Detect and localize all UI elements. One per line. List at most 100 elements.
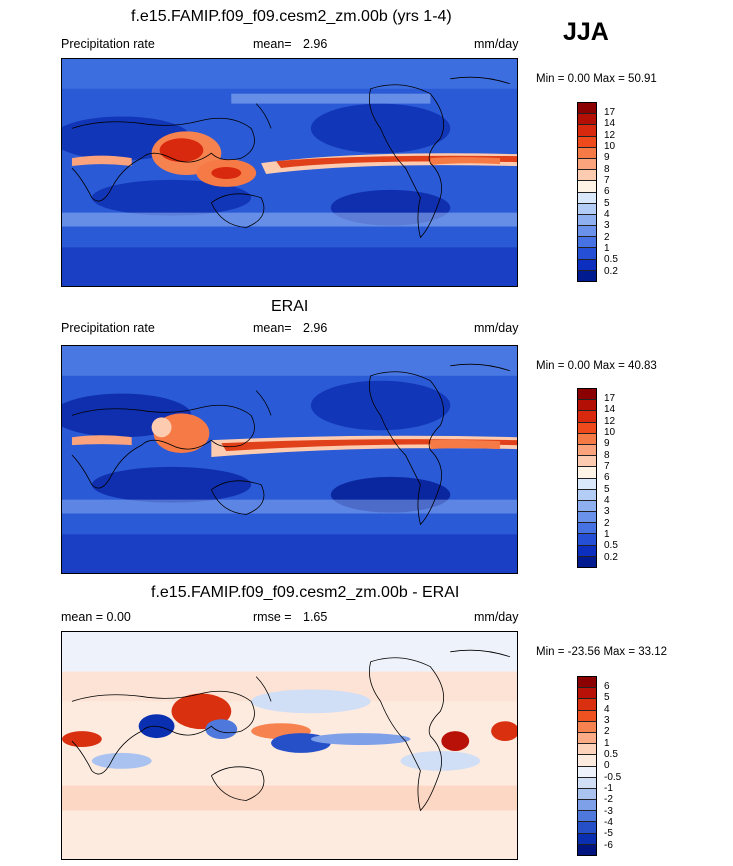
- panel3-colorbar-swatch: [578, 833, 596, 845]
- panel2-map: [61, 345, 518, 574]
- panel3-map: [61, 631, 518, 860]
- panel3-colorbar-swatch: [578, 710, 596, 722]
- panel3-colorbar-swatch: [578, 766, 596, 778]
- panel3-units: mm/day: [474, 610, 519, 624]
- panel2-colorbar-swatch: [578, 389, 596, 401]
- colorbar-tick: 12: [604, 415, 616, 427]
- colorbar-tick: -4: [604, 817, 613, 829]
- panel1-colorbar-swatch: [578, 214, 596, 227]
- panel2-min-max: Min = 0.00 Max = 40.83: [536, 360, 657, 372]
- panel3-colorbar-swatch: [578, 677, 596, 689]
- panel2-units: mm/day: [474, 321, 519, 335]
- colorbar-tick: -1: [604, 783, 613, 795]
- panel2-colorbar-swatch: [578, 456, 596, 468]
- panel1-title: f.e15.FAMIP.f09_f09.cesm2_zm.00b (yrs 1-…: [131, 8, 452, 25]
- colorbar-tick: 3: [604, 220, 610, 232]
- panel1-colorbar-swatch: [578, 136, 596, 148]
- colorbar-tick: 8: [604, 163, 610, 175]
- panel3-colorbar-swatch: [578, 721, 596, 733]
- colorbar-tick: 2: [604, 231, 610, 243]
- colorbar-tick: 12: [604, 129, 616, 141]
- panel2-colorbar-swatch: [578, 422, 596, 434]
- colorbar-tick: 5: [604, 197, 610, 209]
- panel2-colorbar-swatch: [578, 400, 596, 412]
- panel3-title: f.e15.FAMIP.f09_f09.cesm2_zm.00b - ERAI: [151, 584, 460, 601]
- colorbar-tick: 0.5: [604, 749, 618, 761]
- colorbar-tick: 0.2: [604, 265, 618, 277]
- colorbar-tick: 9: [604, 438, 610, 450]
- colorbar-tick: 0.2: [604, 551, 618, 563]
- colorbar-tick: 0.5: [604, 254, 618, 266]
- panel2-colorbar-swatch: [578, 489, 596, 501]
- colorbar-tick: 4: [604, 495, 610, 507]
- panel2-colorbar-ticks: 17 14 12 10 9 8 7 6 5 4 3 2 1 0.5 0.2: [604, 393, 618, 563]
- colorbar-tick: 14: [604, 404, 616, 416]
- panel3-rmse-label: rmse =: [253, 610, 292, 624]
- panel1-colorbar-swatch: [578, 270, 596, 281]
- panel1-variable-label: Precipitation rate: [61, 37, 155, 51]
- colorbar-tick: 2: [604, 517, 610, 529]
- panel2-title: ERAI: [271, 298, 309, 315]
- panel1-min-max: Min = 0.00 Max = 50.91: [536, 73, 657, 85]
- colorbar-tick: -0.5: [604, 771, 622, 783]
- panel1-colorbar: [577, 102, 597, 282]
- panel2-colorbar-swatch: [578, 512, 596, 524]
- panel2-colorbar-swatch: [578, 556, 596, 567]
- panel3-colorbar-swatch: [578, 788, 596, 801]
- panel2-colorbar-swatch: [578, 500, 596, 513]
- colorbar-tick: 0.5: [604, 540, 618, 552]
- season-label: JJA: [563, 18, 609, 46]
- panel2-colorbar-swatch: [578, 411, 596, 423]
- panel3-colorbar-swatch: [578, 800, 596, 812]
- panel1-colorbar-swatch: [578, 192, 596, 204]
- panel1-colorbar-swatch: [578, 103, 596, 115]
- panel1-colorbar-swatch: [578, 114, 596, 126]
- panel3-colorbar-swatch: [578, 755, 596, 767]
- panel1-colorbar-swatch: [578, 237, 596, 249]
- panel2-mean-label: mean=: [253, 321, 292, 335]
- panel1-colorbar-swatch: [578, 158, 596, 171]
- panel3-colorbar-swatch: [578, 744, 596, 756]
- panel2-colorbar: [577, 388, 597, 568]
- panel1-mean-value: 2.96: [303, 37, 328, 51]
- colorbar-tick: 4: [604, 209, 610, 221]
- panel3-colorbar-ticks: 6 5 4 3 2 1 0.5 0 -0.5 -1 -2 -3 -4 -5 -6: [604, 681, 621, 851]
- panel3-colorbar-swatch: [578, 822, 596, 834]
- panel1-mean-label: mean=: [253, 37, 292, 51]
- panel2-colorbar-swatch: [578, 523, 596, 535]
- panel1-colorbar-swatch: [578, 226, 596, 238]
- panel3-colorbar-swatch: [578, 777, 596, 789]
- colorbar-tick: -2: [604, 794, 613, 806]
- colorbar-tick: 17: [604, 107, 616, 118]
- panel1-colorbar-swatch: [578, 170, 596, 182]
- colorbar-tick: 1: [604, 529, 610, 541]
- colorbar-tick: 6: [604, 186, 610, 198]
- panel3-colorbar: [577, 676, 597, 856]
- panel3-colorbar-swatch: [578, 811, 596, 823]
- panel2-colorbar-swatch: [578, 534, 596, 546]
- colorbar-tick: 10: [604, 427, 616, 439]
- panel1-colorbar-ticks: 17 14 12 10 9 8 7 6 5 4 3 2 1 0.5 0.2: [604, 107, 618, 277]
- colorbar-tick: 5: [604, 692, 610, 704]
- colorbar-tick: 3: [604, 506, 610, 518]
- panel1-colorbar-swatch: [578, 259, 596, 271]
- colorbar-tick: 14: [604, 118, 616, 130]
- panel2-colorbar-swatch: [578, 478, 596, 490]
- colorbar-tick: 6: [604, 472, 610, 484]
- colorbar-tick: 7: [604, 461, 610, 473]
- colorbar-tick: 1: [604, 737, 610, 749]
- colorbar-tick: 10: [604, 141, 616, 153]
- panel2-colorbar-swatch: [578, 467, 596, 479]
- colorbar-tick: 1: [604, 243, 610, 255]
- panel2-colorbar-swatch: [578, 545, 596, 557]
- panel1-map: [61, 58, 518, 287]
- panel3-mean-label: mean = 0.00: [61, 610, 131, 624]
- colorbar-tick: 5: [604, 483, 610, 495]
- panel3-colorbar-swatch: [578, 688, 596, 700]
- panel3-colorbar-swatch: [578, 844, 596, 855]
- panel2-mean-value: 2.96: [303, 321, 328, 335]
- panel2-colorbar-swatch: [578, 433, 596, 445]
- panel3-min-max: Min = -23.56 Max = 33.12: [536, 646, 668, 658]
- panel1-colorbar-swatch: [578, 248, 596, 260]
- panel1-colorbar-swatch: [578, 203, 596, 215]
